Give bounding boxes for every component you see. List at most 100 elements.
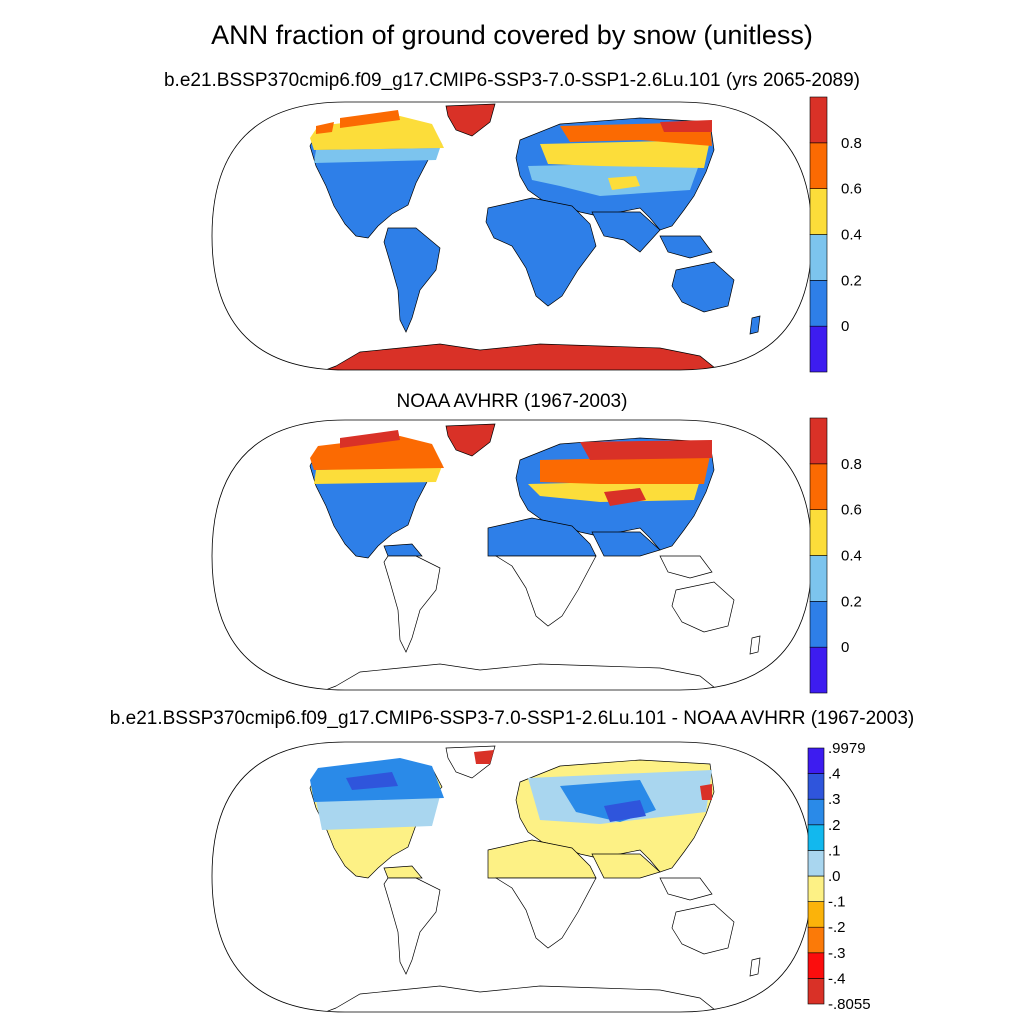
- map-diff: [309, 745, 761, 1012]
- colorbar-tick-label: 0: [841, 639, 849, 656]
- tibet-patch: [604, 488, 646, 506]
- na-band-dark: [346, 772, 398, 790]
- colorbar-tick-label: -.8055: [828, 996, 871, 1013]
- antarctica: [319, 343, 721, 370]
- colorbar-swatch: [809, 325, 828, 373]
- colorbar-swatch: [809, 142, 828, 189]
- colorbar-tick-label: 0.6: [841, 502, 862, 519]
- colorbar-swatch: [807, 952, 825, 979]
- na-alaska: [316, 122, 334, 134]
- na-arctic-islands: [340, 110, 400, 128]
- africa-south: [494, 555, 597, 627]
- new-zealand: [749, 315, 761, 335]
- colorbar-swatch: [807, 875, 825, 902]
- colorbar-swatch: [809, 463, 828, 510]
- colorbar-swatch: [807, 798, 825, 826]
- panel-title-diff: b.e21.BSSP370cmip6.f09_g17.CMIP6-SSP3-7.…: [109, 708, 915, 729]
- greenland-coast: [474, 750, 494, 764]
- colorbar-tick-label: .4: [828, 766, 841, 783]
- africa-north: [487, 839, 597, 879]
- central-america: [383, 865, 423, 879]
- eurasia-band-orange: [540, 456, 710, 484]
- colorbar-swatch: [807, 773, 825, 800]
- colorbar-swatch: [809, 96, 828, 144]
- australia: [671, 581, 735, 633]
- colorbar-tick-label: .9979: [828, 740, 866, 757]
- colorbar-diff: .9979 .4 .3 .2 .1 .0 -.1 -.2 -.3 -.4 -.8055: [807, 740, 871, 1013]
- antarctica: [319, 985, 721, 1012]
- africa: [485, 197, 597, 307]
- colorbar-tick-label: -.4: [828, 970, 846, 987]
- se-asia: [659, 235, 713, 259]
- colorbar-model: 0 0.2 0.4 0.6 0.8: [809, 96, 862, 373]
- na-band-light: [316, 796, 440, 830]
- na-band-light: [314, 148, 440, 163]
- colorbar-tick-label: 0.2: [841, 593, 862, 610]
- na-band-yellow: [314, 466, 442, 484]
- colorbar-tick-label: .0: [828, 868, 841, 885]
- greenland: [445, 103, 496, 137]
- colorbar-tick-label: 0.2: [841, 272, 862, 289]
- colorbar-swatch: [807, 850, 825, 877]
- central-america: [383, 543, 423, 557]
- siberia-coast: [700, 784, 712, 800]
- colorbar-swatch: [809, 280, 828, 327]
- na-arctic-islands: [340, 430, 400, 448]
- colorbar-swatch: [807, 824, 825, 851]
- colorbar-tick-label: 0.4: [841, 227, 862, 244]
- arabia-india: [591, 211, 661, 253]
- map-diff-frame: [211, 741, 813, 1013]
- antarctica: [319, 663, 721, 690]
- colorbar-swatch: [807, 747, 825, 774]
- colorbar-tick-label: -.1: [828, 894, 846, 911]
- colorbar-tick-label: -.3: [828, 945, 846, 962]
- africa-south: [494, 877, 597, 949]
- south-america: [383, 555, 441, 653]
- map-model-frame: [211, 101, 813, 371]
- map-model: [309, 103, 761, 370]
- greenland: [445, 423, 496, 457]
- colorbar-tick-label: 0.8: [841, 456, 862, 473]
- map-obs-frame: [211, 419, 813, 691]
- colorbar-tick-label: 0.4: [841, 548, 862, 565]
- colorbar-swatch: [809, 509, 828, 556]
- arabia-india: [591, 853, 661, 879]
- panel-title-obs: NOAA AVHRR (1967-2003): [396, 391, 628, 412]
- colorbar-tick-label: .3: [828, 791, 841, 808]
- colorbar-swatch: [807, 901, 825, 928]
- eurasia-band-yellow: [540, 140, 710, 168]
- south-america: [383, 227, 441, 333]
- colorbar-tick-label: 0.8: [841, 135, 862, 152]
- australia: [671, 903, 735, 955]
- eurasia-band-red: [580, 440, 712, 460]
- figure-title: ANN fraction of ground covered by snow (…: [211, 20, 813, 50]
- new-zealand: [749, 635, 761, 655]
- arabia-india: [591, 531, 661, 557]
- colorbar-tick-label: -.2: [828, 919, 846, 936]
- south-america: [383, 877, 441, 975]
- colorbar-swatch: [809, 601, 828, 648]
- se-asia: [659, 877, 713, 901]
- colorbar-swatch: [809, 188, 828, 235]
- colorbar-swatch: [807, 926, 825, 954]
- new-zealand: [749, 957, 761, 977]
- africa-north: [487, 517, 597, 557]
- australia: [671, 261, 735, 313]
- colorbar-swatch: [809, 234, 828, 281]
- tibet-patch: [604, 800, 646, 822]
- colorbar-tick-label: 0: [841, 318, 849, 335]
- se-asia: [659, 555, 713, 579]
- colorbar-swatch: [807, 978, 825, 1005]
- tibet-patch: [608, 176, 640, 190]
- colorbar-tick-label: .1: [828, 842, 841, 859]
- colorbar-tick-label: 0.6: [841, 181, 862, 198]
- panel-title-model: b.e21.BSSP370cmip6.f09_g17.CMIP6-SSP3-7.…: [163, 70, 861, 91]
- map-obs: [309, 423, 761, 690]
- colorbar-tick-label: .2: [828, 817, 841, 834]
- colorbar-obs: 0 0.2 0.4 0.6 0.8: [809, 417, 862, 694]
- colorbar-swatch: [809, 646, 828, 694]
- colorbar-swatch: [809, 417, 828, 465]
- colorbar-swatch: [809, 555, 828, 602]
- eurasia-band-red: [660, 120, 712, 132]
